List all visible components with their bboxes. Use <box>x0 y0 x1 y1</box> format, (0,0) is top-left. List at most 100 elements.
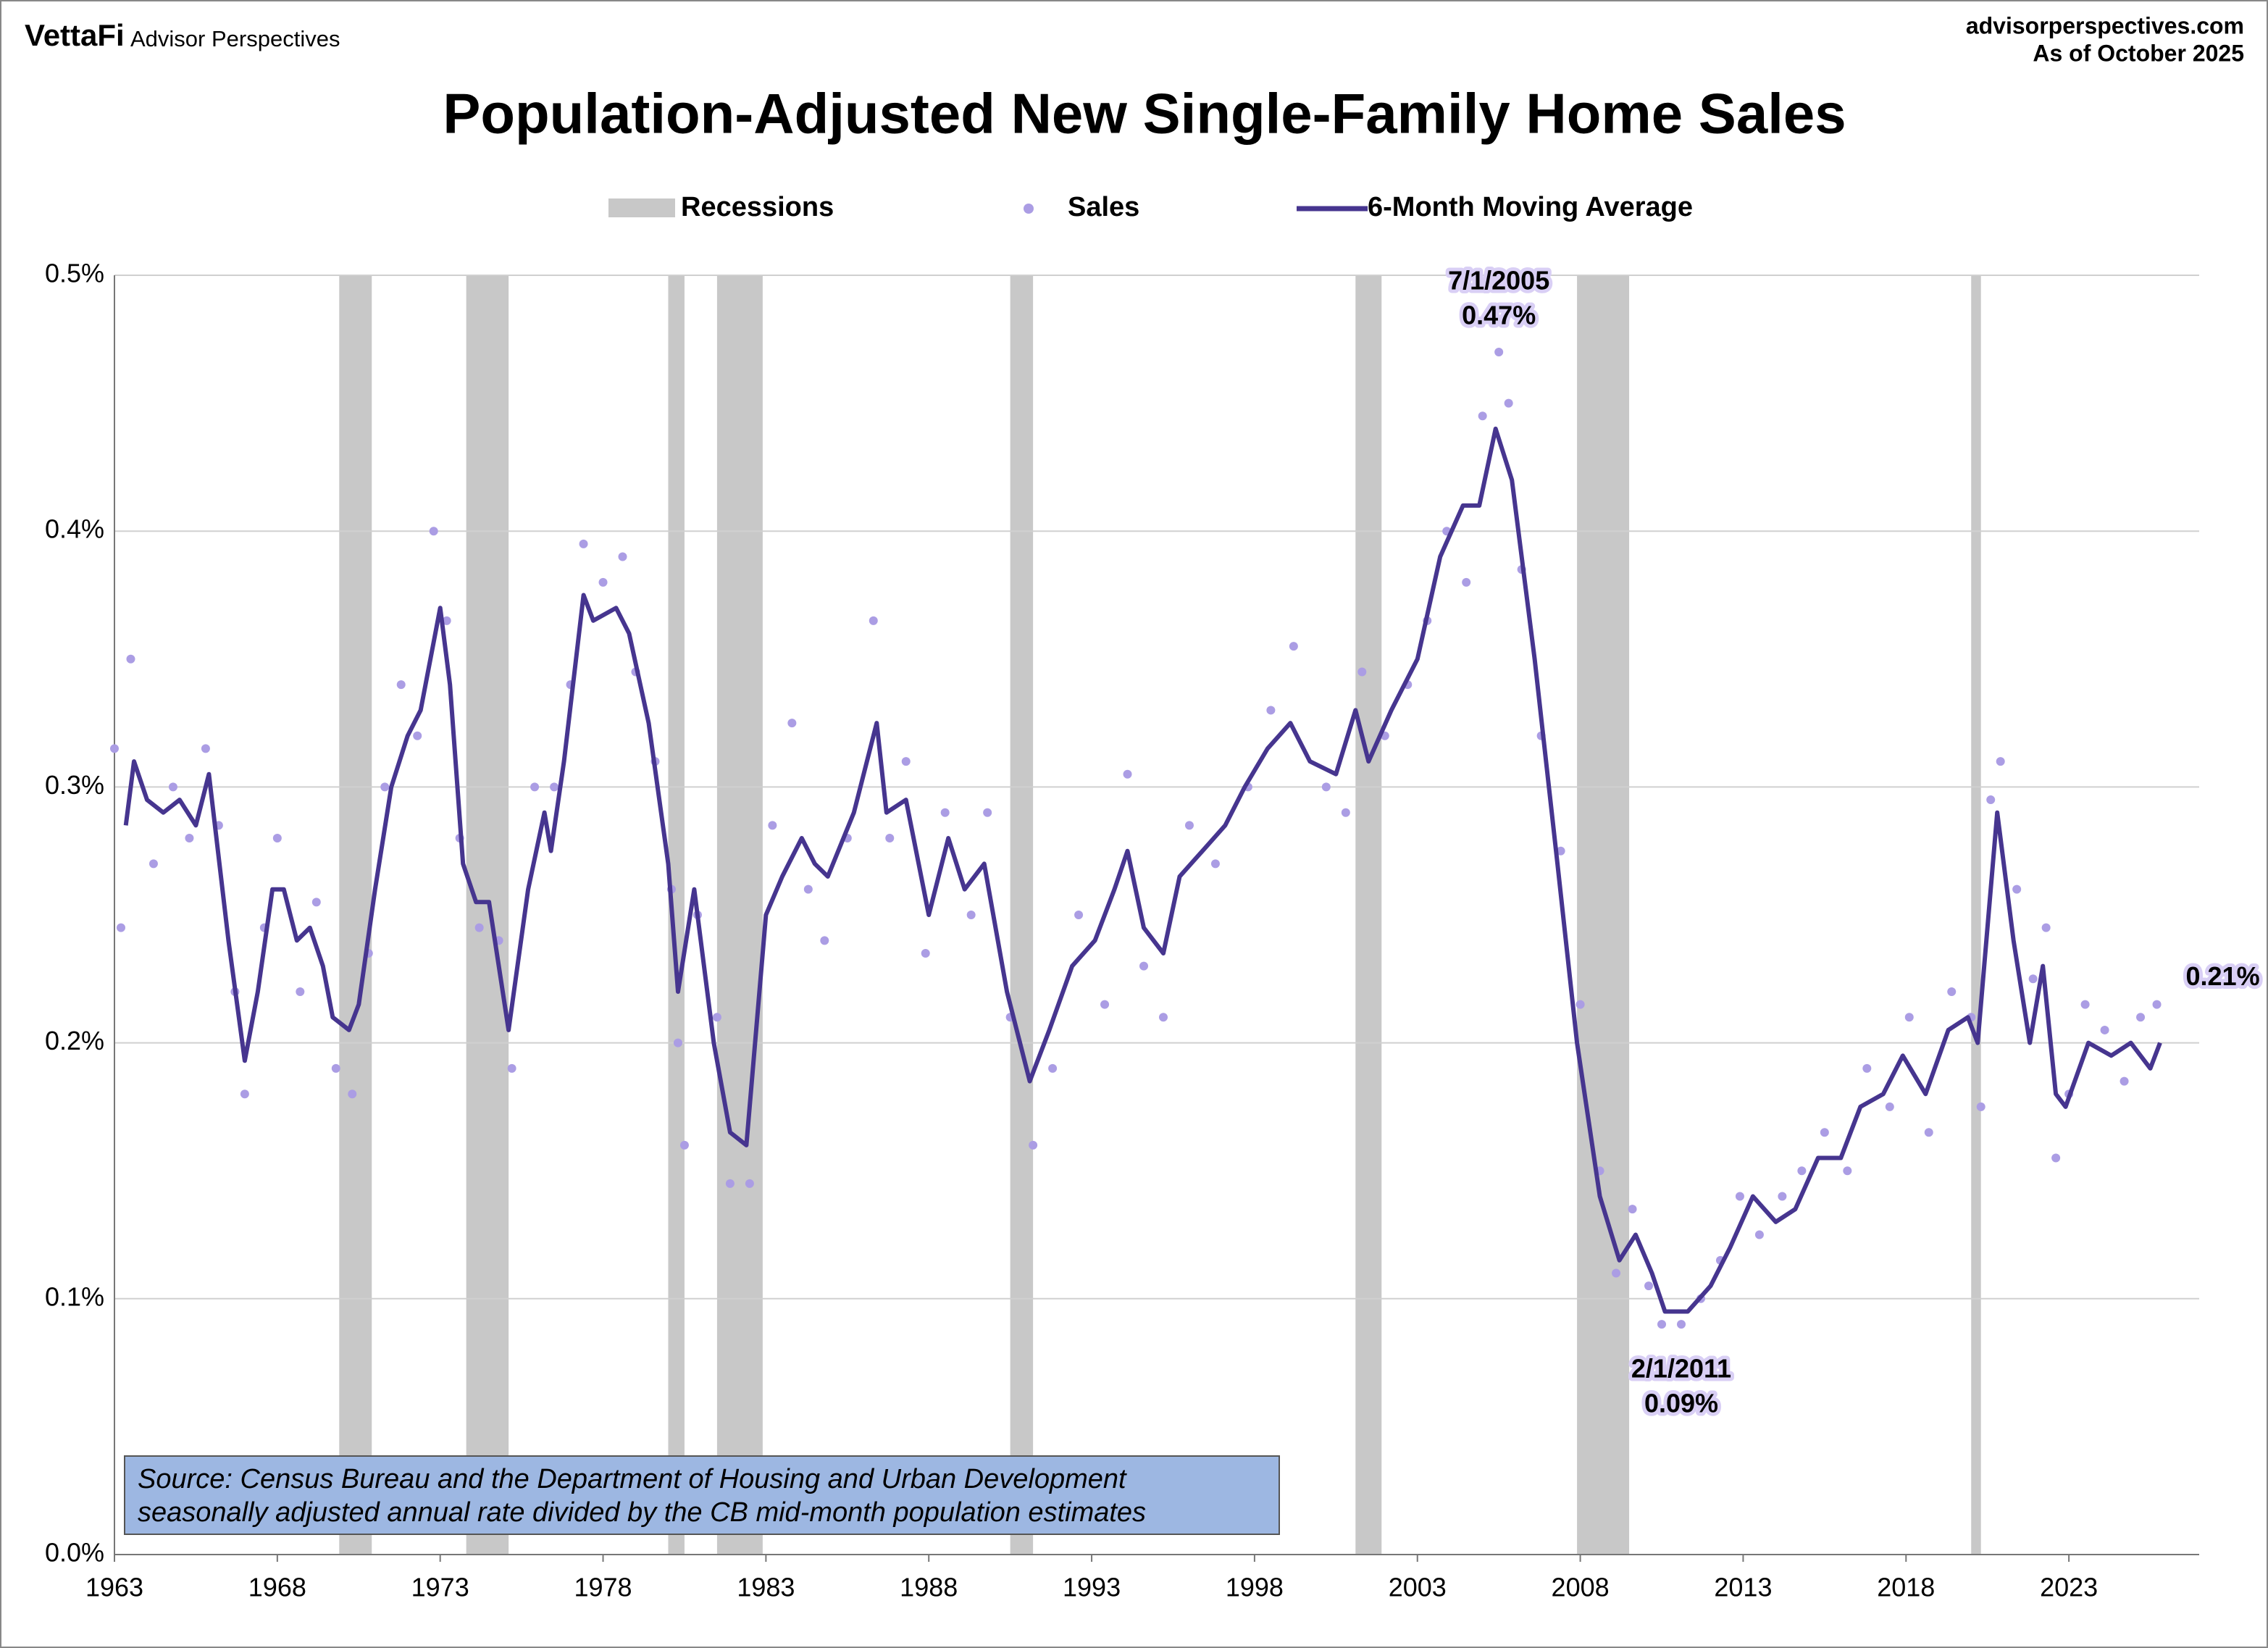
sales-point <box>396 680 406 690</box>
sales-point <box>901 757 911 766</box>
x-tick-label: 2023 <box>2040 1573 2098 1602</box>
sales-point <box>331 1063 340 1073</box>
x-tick-label: 2003 <box>1389 1573 1447 1602</box>
sales-point <box>126 654 135 664</box>
annotation-date: 7/1/2005 <box>1448 265 1549 295</box>
sales-point <box>380 782 390 792</box>
x-tick-label: 2018 <box>1877 1573 1935 1602</box>
sales-point <box>240 1089 249 1099</box>
sales-point <box>116 923 125 932</box>
sales-point <box>725 1179 735 1188</box>
sales-point <box>745 1179 754 1188</box>
sales-point <box>1644 1281 1654 1291</box>
x-tick-label: 1973 <box>411 1573 469 1602</box>
legend-recessions-swatch <box>608 198 675 217</box>
sales-point <box>1612 1268 1621 1278</box>
recession-band <box>466 275 509 1555</box>
sales-point <box>1074 911 1084 919</box>
sales-point <box>1266 706 1276 715</box>
sales-point <box>869 616 878 625</box>
site: advisorperspectives.com <box>1966 12 2244 38</box>
sales-point <box>1357 667 1367 677</box>
sales-point <box>1628 1205 1637 1214</box>
sales-point <box>1820 1128 1829 1137</box>
sales-point <box>1123 769 1132 779</box>
sales-point <box>1947 987 1957 996</box>
sales-point <box>1504 398 1513 408</box>
sales-point <box>1341 808 1350 817</box>
sales-point <box>1778 1192 1787 1201</box>
sales-point <box>1676 1320 1686 1329</box>
x-tick-label: 1988 <box>900 1573 958 1602</box>
x-tick-label: 1978 <box>574 1573 632 1602</box>
annotation-value: 0.47% <box>1462 300 1536 330</box>
sales-point <box>712 1013 721 1022</box>
sales-point <box>1139 961 1149 971</box>
sales-point <box>1100 1000 1110 1009</box>
sales-point <box>2100 1025 2109 1034</box>
sales-point <box>673 1038 682 1047</box>
sales-point <box>983 808 992 817</box>
sales-point <box>2120 1076 2129 1086</box>
y-tick-label: 0.2% <box>45 1026 104 1055</box>
sales-point <box>921 948 930 958</box>
annotation-date: 2/1/2011 <box>1631 1354 1731 1384</box>
sales-point <box>820 936 829 945</box>
legend-entry: Recessions <box>681 192 834 222</box>
recession-band <box>716 275 763 1555</box>
sales-point <box>1289 642 1298 651</box>
sales-point <box>1158 1013 1168 1022</box>
sales-point <box>787 719 797 728</box>
y-tick-label: 0.0% <box>45 1538 104 1568</box>
x-tick-label: 1983 <box>737 1573 795 1602</box>
sales-point <box>1210 859 1220 869</box>
sales-point <box>2152 1000 2162 1009</box>
recession-band <box>1355 275 1382 1555</box>
legend-sales-swatch <box>1024 204 1034 214</box>
sales-point <box>803 884 813 894</box>
x-tick-label: 1968 <box>248 1573 306 1602</box>
sales-point <box>348 1089 357 1099</box>
sales-point <box>1735 1192 1744 1201</box>
sales-point <box>1797 1166 1807 1176</box>
sales-point <box>768 821 777 830</box>
sales-point <box>1029 1140 1038 1150</box>
sales-point <box>1048 1063 1058 1073</box>
sales-point <box>442 616 451 625</box>
sales-point <box>413 731 422 740</box>
sales-point <box>168 782 177 792</box>
legend-entry: 6-Month Moving Average <box>1368 192 1693 222</box>
sales-point <box>1657 1320 1667 1329</box>
sales-point <box>550 782 559 792</box>
recession-band <box>339 275 372 1555</box>
sales-point <box>1843 1166 1852 1176</box>
sales-point <box>429 527 438 536</box>
sales-point <box>1321 782 1331 792</box>
moving-average-line <box>123 426 2162 1314</box>
sales-point <box>110 744 119 753</box>
plot-area: 0.0% 0.1% 0.2% 0.3% 0.4% 0.5% 1963 1968 1973 1978… <box>45 259 2264 1602</box>
brand: VettaFi <box>25 18 125 52</box>
sales-point <box>272 834 282 843</box>
sales-point <box>2136 1013 2146 1022</box>
y-tick-label: 0.4% <box>45 514 104 544</box>
sales-point <box>148 859 158 869</box>
sales-point <box>1924 1128 1933 1137</box>
recession-band <box>668 275 685 1555</box>
x-tick-label: 2013 <box>1714 1573 1772 1602</box>
sales-point <box>1904 1013 1914 1022</box>
sales-point <box>2051 1153 2061 1163</box>
sales-point <box>2041 923 2051 932</box>
source-line: seasonally adjusted annual rate divided … <box>138 1497 1146 1528</box>
sales-point <box>201 744 210 753</box>
sales-point <box>474 923 484 932</box>
y-tick-label: 0.5% <box>45 259 104 288</box>
chart-title: Population-Adjusted New Single-Family Ho… <box>443 82 1846 146</box>
x-tick-label: 2008 <box>1552 1573 1610 1602</box>
as-of: As of October 2025 <box>2033 40 2244 66</box>
sales-point <box>1184 821 1194 830</box>
x-tick-label: 1993 <box>1063 1573 1121 1602</box>
sales-point <box>618 552 627 561</box>
sales-point <box>2028 974 2038 984</box>
sales-point <box>311 898 321 907</box>
